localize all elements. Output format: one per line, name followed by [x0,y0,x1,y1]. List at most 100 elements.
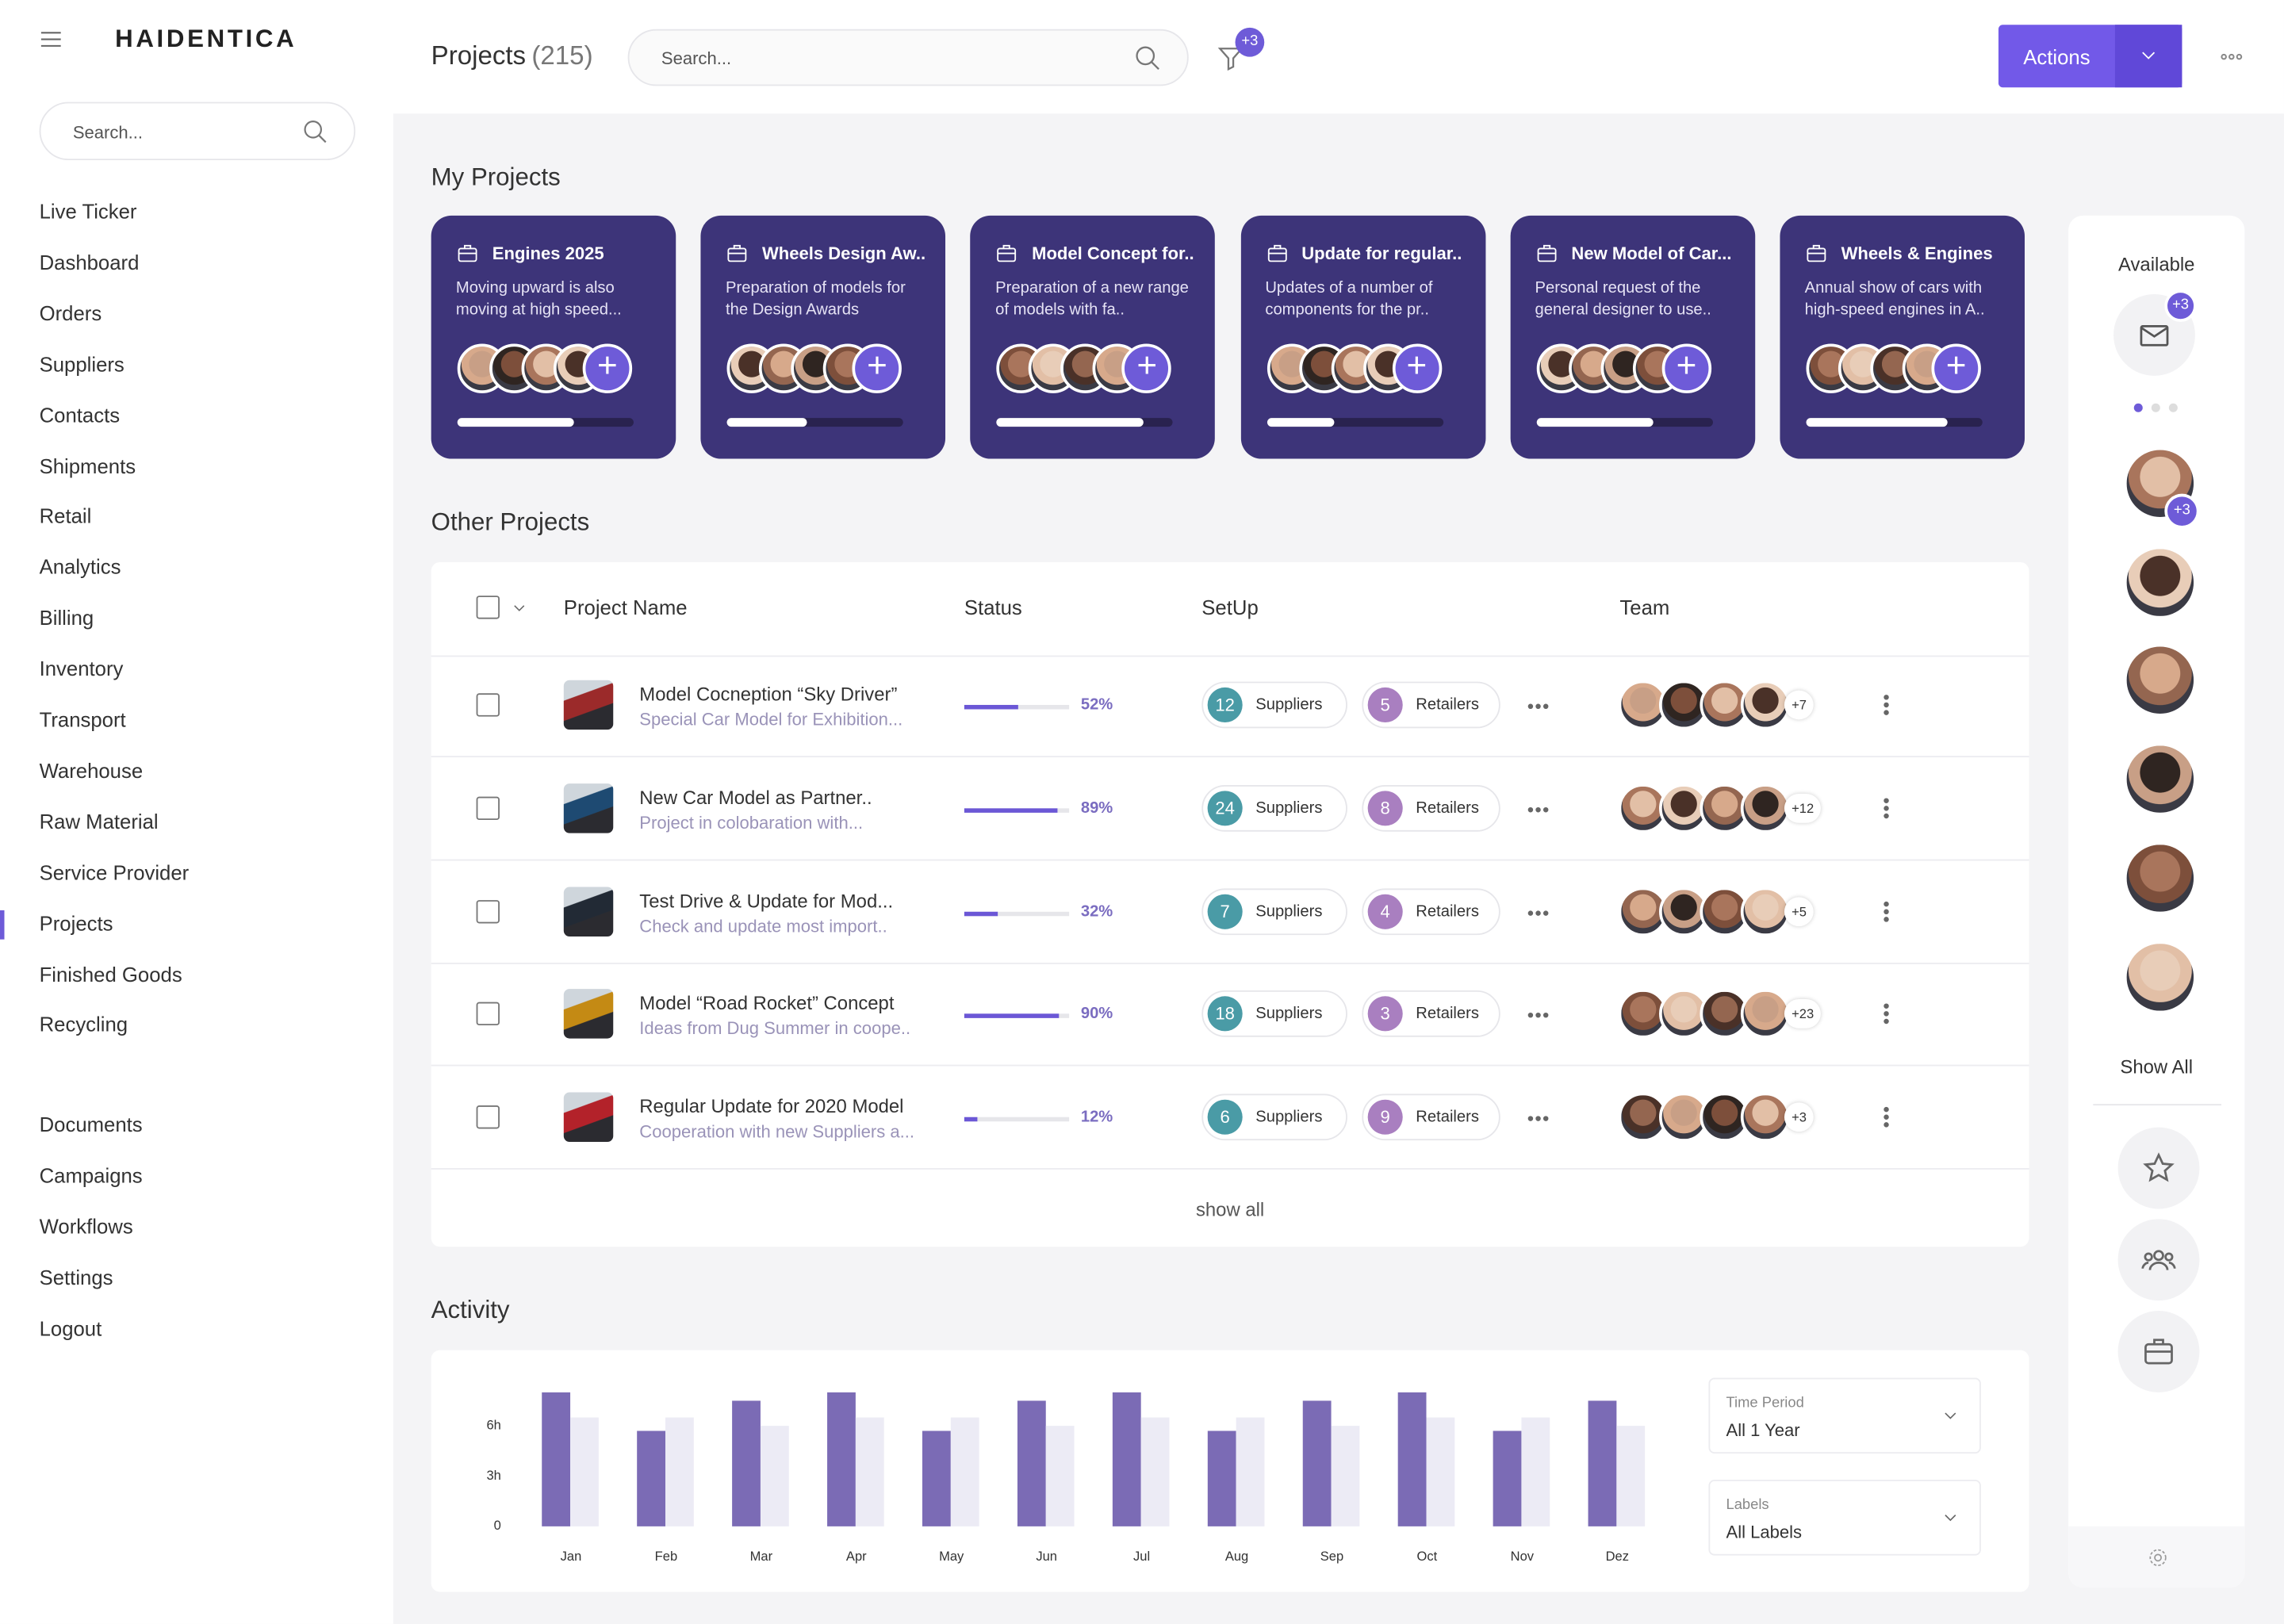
retailers-pill[interactable]: 5 Retailers [1362,681,1500,729]
actions-split[interactable] [2114,25,2182,88]
sidebar-search[interactable]: Search... [39,102,356,161]
project-thumbnail [563,886,614,936]
nav-item[interactable]: Workflows [39,1214,133,1238]
suppliers-pill[interactable]: 12 Suppliers [1201,681,1347,729]
icon-part [1884,1004,1889,1025]
chevron [2136,44,2159,67]
checkbox[interactable] [476,899,500,923]
panel-title: Available [2117,253,2195,276]
page-count: (215) [531,40,593,71]
member-avatar [1740,886,1791,936]
nav-item[interactable]: Contacts [39,403,121,427]
filter-select[interactable]: Time Period All 1 Year [1708,1377,1981,1454]
suppliers-pill[interactable]: 6 Suppliers [1201,1094,1347,1141]
retailers-pill[interactable]: 8 Retailers [1362,784,1500,832]
project-name[interactable]: Test Drive & Update for Mod... [639,889,894,912]
project-card[interactable]: Model Concept for.. Preparation of a new … [970,215,1216,459]
search-placeholder: Search... [661,48,732,69]
project-card[interactable]: Update for regular.. Updates of a number … [1240,215,1485,459]
nav-item[interactable]: Billing [39,606,94,630]
star-button[interactable] [2117,1127,2200,1209]
nav-item[interactable]: Suppliers [39,351,125,376]
nav-item[interactable]: Analytics [39,555,121,579]
suppliers-pill[interactable]: 7 Suppliers [1201,887,1347,935]
nav-item[interactable]: Logout [39,1316,102,1340]
nav-item[interactable]: Inventory [39,657,124,680]
project-name[interactable]: New Car Model as Partner.. [639,786,872,808]
nav-item[interactable]: Dashboard [39,250,140,274]
show-all[interactable]: Show All [2120,1055,2194,1078]
project-name[interactable]: Model Cocneption “Sky Driver” [639,683,898,705]
status-fill [964,807,1058,813]
status-label: 32% [1080,902,1113,921]
actions-label: Actions [2023,44,2090,69]
retailers-pill[interactable]: 9 Retailers [1362,1094,1500,1141]
nav-item[interactable]: Campaigns [39,1163,143,1187]
retailers-pill[interactable]: 3 Retailers [1362,990,1500,1038]
nav-item[interactable]: Recycling [39,1013,128,1036]
checkbox[interactable] [476,596,500,619]
group-button[interactable] [2117,1219,2200,1301]
retailers-count: 5 [1367,687,1403,723]
add-member-button[interactable]: + [1121,343,1172,393]
nav-item[interactable]: Projects [39,911,113,935]
icon-part [1884,695,1889,715]
nav-item[interactable]: Documents [39,1113,143,1136]
x-tick-label: Aug [1225,1549,1248,1564]
icon-part [1527,910,1534,916]
retailers-count: 8 [1367,790,1403,826]
icon-part [1807,247,1826,262]
briefcase-icon [1265,242,1288,265]
project-card[interactable]: Wheels Design Aw.. Preparation of models … [700,215,946,459]
card-description: Updates of a number of components for th… [1265,279,1433,320]
retailers-pill[interactable]: 4 Retailers [1362,887,1500,935]
checkbox[interactable] [476,1105,500,1129]
icon-part [1884,908,1889,914]
checkbox[interactable] [476,796,500,820]
settings-strip[interactable] [2068,1526,2245,1588]
nav-item[interactable]: Orders [39,301,102,325]
add-member-button[interactable]: + [1661,343,1711,393]
divider [431,1168,2029,1170]
column-header: SetUp [1201,596,1259,619]
add-member-button[interactable]: + [1931,343,1981,393]
checkbox[interactable] [476,1002,500,1026]
briefcase-button[interactable] [2117,1311,2200,1392]
member-avatar [1740,989,1791,1040]
project-name[interactable]: Regular Update for 2020 Model [639,1095,904,1118]
header-search[interactable]: Search... [627,29,1189,86]
add-member-button[interactable]: + [852,343,902,393]
icon-part [1527,1013,1534,1019]
nav-item[interactable]: Settings [39,1265,113,1289]
add-member-button[interactable]: + [1392,343,1442,393]
nav-item[interactable]: Warehouse [39,758,144,783]
icon-part [1527,703,1534,710]
add-member-button[interactable]: + [582,343,633,393]
project-card[interactable]: New Model of Car... Personal request of t… [1510,215,1755,459]
icon-part [458,244,477,255]
suppliers-pill[interactable]: 18 Suppliers [1201,990,1347,1038]
bar [1045,1426,1075,1526]
nav-item[interactable]: Live Ticker [39,199,137,224]
nav-item[interactable]: Raw Material [39,809,159,833]
show-all[interactable]: show all [1195,1198,1265,1221]
retailers-label: Retailers [1416,902,1479,921]
nav-item[interactable]: Shipments [39,454,136,477]
suppliers-pill[interactable]: 24 Suppliers [1201,784,1347,832]
icon-part [1884,1019,1889,1025]
icon-part [2140,325,2169,347]
project-card[interactable]: Engines 2025 Moving upward is also moving… [431,215,676,459]
progress-track [726,418,904,427]
project-card[interactable]: Wheels & Engines Annual show of cars with… [1780,215,2025,459]
checkbox[interactable] [476,693,500,717]
more-icon [1525,1002,1551,1028]
project-name[interactable]: Model “Road Rocket” Concept [639,992,895,1015]
icon-part [1945,1412,1956,1419]
filter-select[interactable]: Labels All Labels [1708,1480,1981,1556]
nav-item[interactable]: Finished Goods [39,962,182,986]
mail-icon [2136,317,2171,352]
actions-button[interactable]: Actions [1998,25,2182,88]
nav-item[interactable]: Service Provider [39,860,190,884]
nav-item[interactable]: Retail [39,504,92,528]
nav-item[interactable]: Transport [39,707,126,732]
